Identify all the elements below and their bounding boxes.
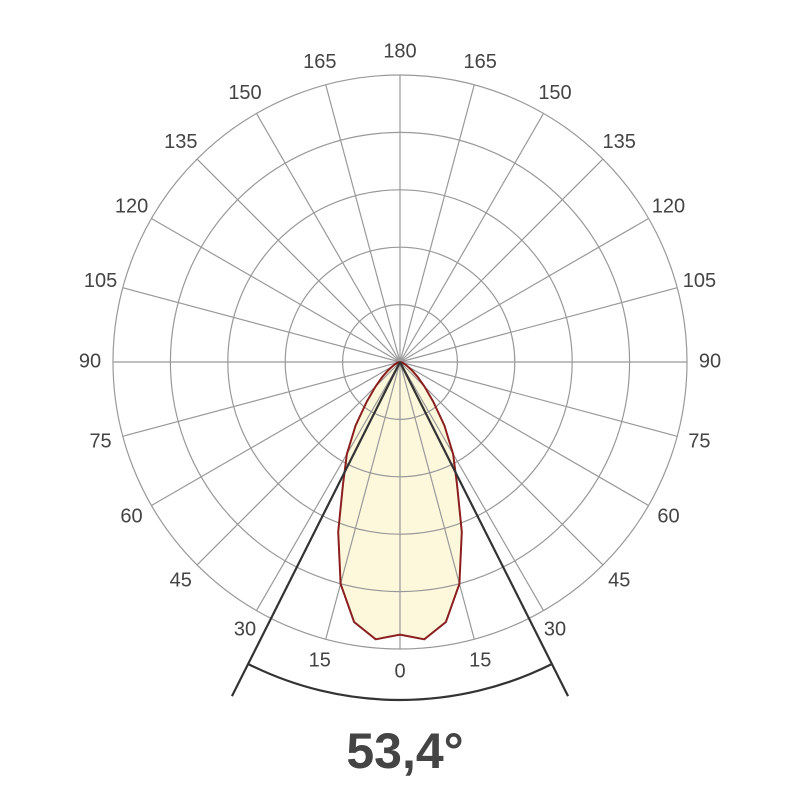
angle-label: 90	[699, 350, 721, 372]
angle-label: 150	[228, 82, 261, 104]
grid-spoke	[122, 287, 401, 363]
beam-line	[399, 361, 570, 697]
grid-spoke	[399, 113, 545, 363]
angle-label: 60	[657, 505, 679, 527]
grid-spoke	[151, 217, 401, 363]
grid-spoke	[399, 287, 678, 363]
angle-label: 135	[164, 131, 197, 153]
grid-spoke	[399, 361, 678, 437]
angle-label: 75	[89, 431, 111, 453]
angle-label: 45	[608, 569, 630, 591]
angle-label: 165	[464, 51, 497, 73]
angle-label: 30	[234, 619, 256, 641]
angle-label: 120	[652, 195, 685, 217]
grid-spoke	[122, 361, 401, 437]
beam-angle-label: 53,4°	[346, 723, 463, 779]
angle-label: 75	[688, 431, 710, 453]
angle-label: 165	[303, 51, 336, 73]
angle-label: 150	[538, 82, 571, 104]
intensity-curve	[337, 360, 463, 641]
angle-label: 105	[84, 270, 117, 292]
angle-label: 15	[309, 650, 331, 672]
angle-label: 120	[115, 195, 148, 217]
grid-spoke	[399, 158, 604, 363]
grid-spoke	[325, 84, 401, 363]
beam-arc	[247, 662, 553, 702]
grid-spoke	[399, 361, 475, 640]
grid-spoke	[196, 158, 401, 363]
angle-label: 0	[394, 660, 405, 682]
angle-label: 60	[120, 505, 142, 527]
grid-spoke	[325, 361, 401, 640]
grid-spoke	[196, 361, 401, 566]
beam-line	[230, 361, 401, 697]
grid-spoke	[399, 217, 649, 363]
angle-label: 45	[170, 569, 192, 591]
angle-label: 15	[469, 650, 491, 672]
grid-spoke	[255, 361, 401, 611]
angle-label: 90	[79, 350, 101, 372]
grid-spoke	[399, 84, 475, 363]
angle-label: 180	[383, 40, 416, 62]
grid-spoke	[399, 361, 545, 611]
angle-label: 105	[683, 270, 716, 292]
angle-label: 135	[603, 131, 636, 153]
grid-spoke	[399, 361, 604, 566]
grid-spoke	[151, 361, 401, 507]
grid-spoke	[255, 113, 401, 363]
grid-spoke	[399, 361, 649, 507]
angle-label: 30	[544, 619, 566, 641]
